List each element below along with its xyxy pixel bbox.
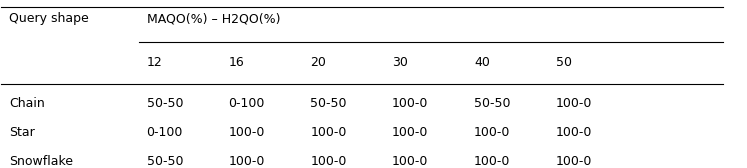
Text: 50-50: 50-50 xyxy=(310,97,347,110)
Text: 100-0: 100-0 xyxy=(310,126,347,139)
Text: Snowflake: Snowflake xyxy=(9,155,72,168)
Text: Query shape: Query shape xyxy=(9,12,89,25)
Text: 0-100: 0-100 xyxy=(229,97,264,110)
Text: 12: 12 xyxy=(146,56,162,69)
Text: 100-0: 100-0 xyxy=(310,155,347,168)
Text: 50: 50 xyxy=(556,56,572,69)
Text: 20: 20 xyxy=(310,56,326,69)
Text: Star: Star xyxy=(9,126,34,139)
Text: 100-0: 100-0 xyxy=(556,155,592,168)
Text: 50-50: 50-50 xyxy=(146,155,183,168)
Text: 100-0: 100-0 xyxy=(392,126,429,139)
Text: 100-0: 100-0 xyxy=(392,155,429,168)
Text: 100-0: 100-0 xyxy=(392,97,429,110)
Text: 100-0: 100-0 xyxy=(474,155,510,168)
Text: 100-0: 100-0 xyxy=(556,97,592,110)
Text: 100-0: 100-0 xyxy=(556,126,592,139)
Text: 50-50: 50-50 xyxy=(474,97,510,110)
Text: 100-0: 100-0 xyxy=(229,155,264,168)
Text: Chain: Chain xyxy=(9,97,45,110)
Text: 0-100: 0-100 xyxy=(146,126,183,139)
Text: 30: 30 xyxy=(392,56,408,69)
Text: 40: 40 xyxy=(474,56,490,69)
Text: 100-0: 100-0 xyxy=(474,126,510,139)
Text: 16: 16 xyxy=(229,56,244,69)
Text: 100-0: 100-0 xyxy=(229,126,264,139)
Text: 50-50: 50-50 xyxy=(146,97,183,110)
Text: MAQO(%) – H2QO(%): MAQO(%) – H2QO(%) xyxy=(146,12,280,25)
